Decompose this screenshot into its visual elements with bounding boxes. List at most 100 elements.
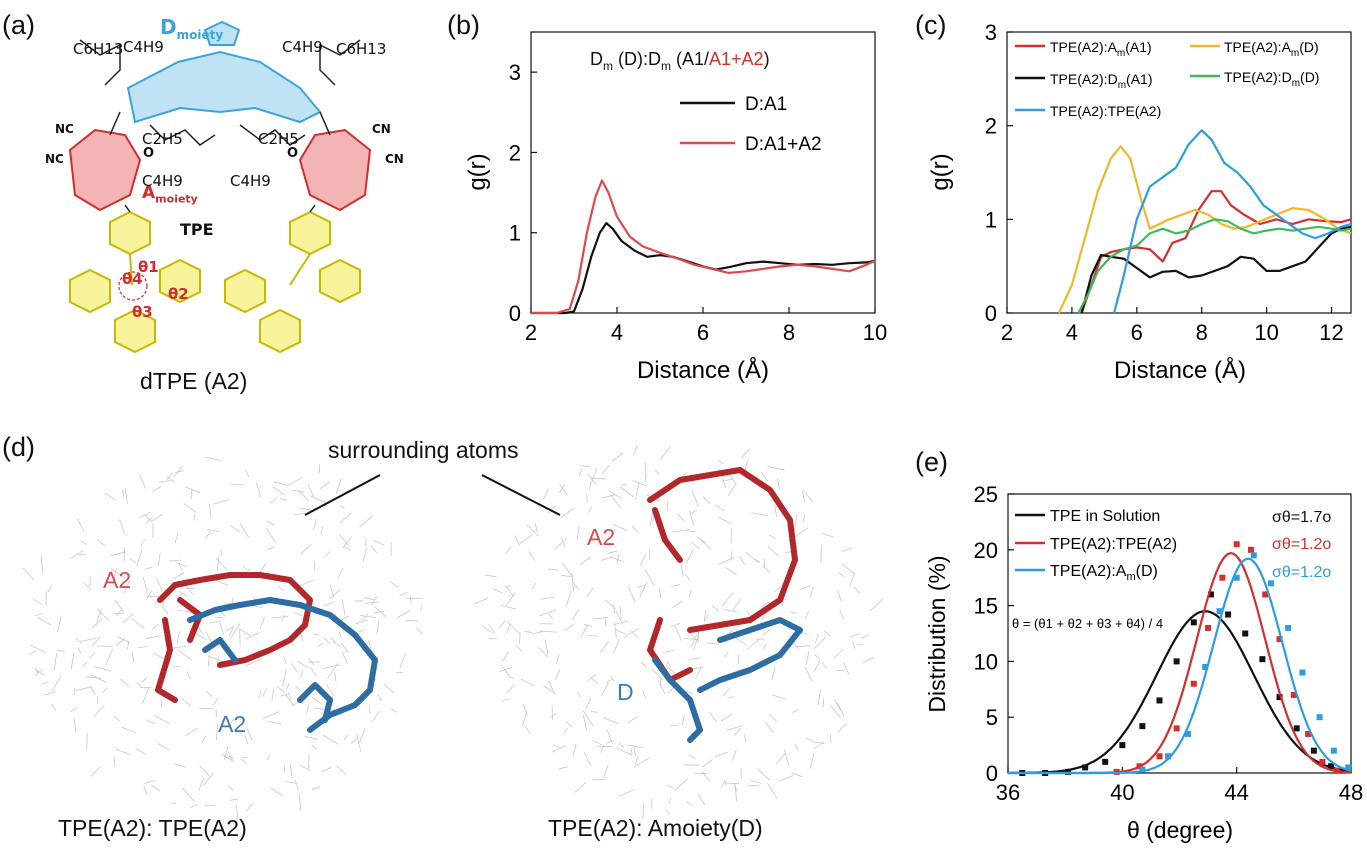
surrounding-atom-bond [620,483,628,486]
surrounding-atom-bond [271,689,275,701]
c4h9-lower-right-label: C4H9 [230,172,271,190]
surrounding-atom-bond [44,691,56,696]
surrounding-atom-bond [399,653,406,669]
surrounding-atom-bond [732,598,742,611]
sigma-label-tpe-am-d: σθ=1.2o [1272,564,1331,581]
surrounding-atom-bond [674,626,682,641]
surrounding-atom-bond [639,554,647,566]
surrounding-atom-bond [169,802,177,804]
right-acceptor-shape [298,128,372,212]
surrounding-atom-bond [153,652,166,661]
panel-e-data-point-1 [1290,691,1297,698]
surrounding-atom-bond [75,686,92,692]
surrounding-pointer-left [304,474,381,516]
surrounding-atom-bond [745,639,760,651]
surrounding-atom-bond [605,678,612,684]
surrounding-atom-bond [90,686,96,696]
surrounding-atom-bond [842,547,852,552]
panel-a-structure [68,20,372,354]
surrounding-atom-bond [122,612,134,624]
legend-label-tpe-dm-a1: TPE(A2):Dm(A1) [1050,71,1152,91]
surrounding-atom-bond [115,748,131,756]
surrounding-atom-bond [283,657,287,664]
surrounding-atom-bond [821,532,834,538]
surrounding-atom-bond [619,605,622,620]
surrounding-atom-bond [96,608,102,623]
surrounding-atom-bond [178,563,183,571]
surrounding-atom-bond [91,636,101,647]
surrounding-atom-bond [120,678,130,687]
surrounding-atom-bond [212,499,230,505]
surrounding-atom-bond [768,713,777,722]
surrounding-atom-bond [627,716,639,724]
surrounding-atom-bond [744,735,747,743]
surrounding-atom-bond [77,647,82,654]
surrounding-atom-bond [843,662,850,675]
surrounding-atom-bond [286,683,290,690]
surrounding-atom-bond [280,693,288,697]
panel-e-data-point-2 [1250,552,1257,559]
surrounding-atom-bond [337,567,344,579]
panel-a-caption: dTPE (A2) [140,368,248,394]
surrounding-atom-bond [762,643,767,650]
panel-c-ytick-label: 2 [985,114,997,139]
surrounding-atom-bond [579,465,591,468]
surrounding-atom-bond [228,718,235,726]
surrounding-atom-bond [297,660,309,669]
surrounding-atom-bond [641,661,647,669]
left-vinyl-link [109,111,121,136]
surrounding-atom-bond [543,489,549,500]
surrounding-atom-bond [732,750,737,761]
panel-e-fit-curve-0 [1007,610,1352,775]
surrounding-atom-bond [734,727,742,736]
surrounding-atom-bond [690,541,700,550]
surrounding-atom-bond [245,469,250,478]
surrounding-atom-bond [582,710,594,726]
surrounding-atom-bond [775,752,786,765]
surrounding-atom-bond [592,739,605,747]
surrounding-atom-bond [684,573,691,582]
surrounding-atom-bond [726,725,743,731]
panel-e-data-point-0 [1082,764,1089,771]
surrounding-atom-bond [266,520,275,526]
surrounding-atom-bond [703,614,710,622]
surrounding-atom-bond [481,625,492,633]
surrounding-atom-bond [116,607,123,616]
surrounding-atom-bond [270,787,284,797]
surrounding-atom-bond [552,744,562,749]
surrounding-atom-bond [538,647,549,658]
right-tpe-acceptor-link [309,204,316,213]
panel-c-xlabel: Distance (Å) [1114,356,1246,384]
surrounding-atom-bond [176,609,193,613]
surrounding-atom-bond [114,612,124,615]
surrounding-atom-bond [564,623,575,632]
panel-e-data-point-0 [1310,747,1317,754]
surrounding-atom-bond [771,694,786,700]
surrounding-atom-bond [554,537,568,550]
surrounding-atom-bond [405,619,419,622]
panel-b-legend: D:A1 D:A1+A2 [680,94,822,155]
surrounding-atom-bond [534,522,538,533]
right-red-molecule [647,467,798,683]
panel-letter-c: (c) [915,10,947,40]
surrounding-atom-bond [560,507,575,518]
surrounding-atom-bond [150,513,163,523]
surrounding-atom-bond [676,512,685,522]
surrounding-atom-bond [605,740,615,744]
surrounding-atom-bond [322,664,341,669]
surrounding-atom-bond [343,545,351,551]
surrounding-atom-bond [205,456,222,461]
surrounding-atom-bond [644,462,647,478]
surrounding-atom-bond [272,486,285,496]
surrounding-atom-bond [691,490,699,506]
left-tpe-unit [69,210,201,354]
surrounding-atom-bond [507,676,514,679]
surrounding-atom-bond [178,590,188,597]
panel-e-xtick-label: 40 [1110,780,1134,805]
surrounding-atom-bond [734,785,738,802]
surrounding-atom-bond [778,775,794,782]
surrounding-atom-bond [751,512,768,517]
surrounding-atom-bond [720,713,733,722]
surrounding-atom-bond [572,581,580,590]
panel-e-data-point-0 [1173,658,1180,665]
